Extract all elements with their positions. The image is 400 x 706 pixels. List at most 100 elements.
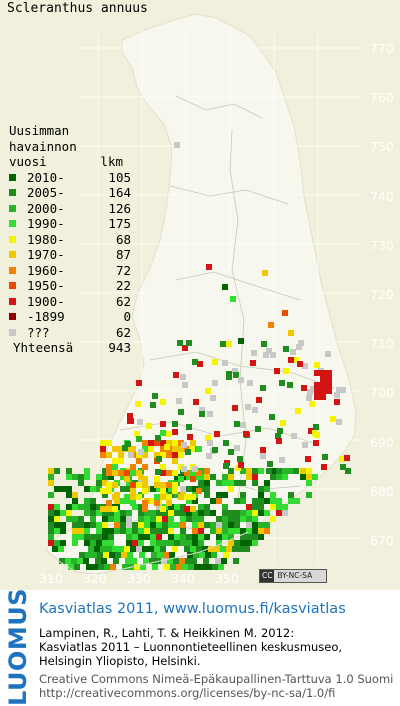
observation-cell — [180, 510, 186, 516]
observation-cell — [252, 407, 258, 413]
observation-cell — [232, 405, 238, 411]
coastline — [45, 531, 249, 575]
observation-cell — [166, 470, 172, 476]
observation-cell — [165, 431, 171, 437]
observation-cell — [288, 498, 294, 504]
observation-cell — [136, 494, 142, 500]
observation-cell — [118, 546, 124, 552]
legend-swatch — [9, 235, 16, 243]
observation-cell — [54, 510, 60, 516]
observation-cell — [154, 482, 160, 488]
observation-cell — [269, 414, 275, 420]
observation-cell — [130, 494, 136, 500]
observation-cell — [258, 492, 264, 498]
observation-cell — [205, 435, 211, 441]
observation-cell — [214, 546, 220, 552]
observation-cell — [223, 552, 229, 558]
observation-cell — [126, 498, 132, 504]
observation-cell — [157, 552, 163, 558]
observation-cell — [276, 438, 282, 444]
observation-cell — [228, 449, 234, 455]
observation-cell — [172, 446, 178, 452]
observation-cell — [247, 380, 253, 386]
kasviatlas-link[interactable]: Kasviatlas 2011, www.luomus.fi/kasviatla… — [39, 601, 346, 617]
observation-cell — [108, 474, 114, 480]
observation-cell — [160, 488, 166, 494]
observation-cell — [162, 516, 168, 522]
observation-cell — [344, 455, 350, 461]
observation-cell — [108, 516, 114, 522]
observation-cell — [114, 528, 120, 534]
observation-cell — [160, 494, 166, 500]
observation-cell — [54, 516, 60, 522]
observation-cell — [154, 500, 160, 506]
easting-label: 350 — [215, 571, 239, 586]
observation-cell — [176, 398, 182, 404]
legend-year-label: 2010- — [27, 169, 65, 185]
observation-cell — [276, 510, 282, 516]
observation-cell — [233, 372, 239, 378]
observation-cell — [198, 540, 204, 546]
observation-cell — [196, 488, 202, 494]
observation-cell — [152, 564, 158, 570]
observation-cell — [270, 492, 276, 498]
observation-cell — [186, 516, 192, 522]
cc-license-badge[interactable]: CC BY-NC-SA — [259, 569, 327, 583]
observation-cell — [223, 440, 229, 446]
observation-cell — [186, 474, 192, 480]
observation-cell — [187, 552, 193, 558]
observation-cell — [204, 474, 210, 480]
northing-label: 720 — [370, 287, 394, 302]
observation-cell — [266, 348, 272, 354]
license-line-2[interactable]: http://creativecommons.org/licenses/by-n… — [39, 686, 336, 700]
observation-cell — [88, 546, 94, 552]
observation-cell — [148, 440, 154, 446]
observation-cell — [222, 504, 228, 510]
observation-cell — [108, 528, 114, 534]
observation-cell — [102, 468, 108, 474]
observation-cell — [206, 453, 212, 459]
observation-cell — [144, 522, 150, 528]
observation-cell — [144, 528, 150, 534]
legend-count: 62 — [115, 293, 131, 309]
observation-cell — [125, 441, 131, 447]
observation-cell — [84, 498, 90, 504]
observation-cell — [98, 564, 104, 570]
observation-cell — [216, 480, 222, 486]
observation-cell — [198, 516, 204, 522]
observation-cell — [126, 480, 132, 486]
observation-cell — [320, 376, 326, 382]
observation-cell — [184, 506, 190, 512]
observation-cell — [336, 387, 342, 393]
observation-cell — [118, 470, 124, 476]
northing-label: 680 — [370, 483, 394, 499]
observation-cell — [130, 470, 136, 476]
observation-cell — [90, 486, 96, 492]
cc-icon: CC — [260, 570, 275, 582]
legend-year-header: vuosi — [9, 154, 47, 169]
observation-cell — [126, 540, 132, 546]
observation-cell — [48, 528, 54, 534]
observation-cell — [198, 480, 204, 486]
observation-cell — [186, 340, 192, 346]
observation-cell — [243, 431, 249, 437]
observation-cell — [95, 558, 101, 564]
observation-cell — [199, 552, 205, 558]
observation-cell — [270, 516, 276, 522]
observation-cell — [302, 363, 308, 369]
legend-row: 1960- 72 — [9, 263, 131, 279]
observation-cell — [66, 468, 72, 474]
observation-cell — [326, 382, 332, 388]
observation-cell — [142, 446, 148, 452]
observation-cell — [190, 546, 196, 552]
observation-cell — [168, 510, 174, 516]
observation-cell — [240, 540, 246, 546]
observation-cell — [121, 552, 127, 558]
observation-cell — [167, 558, 173, 564]
observation-cell — [240, 534, 246, 540]
observation-cell — [156, 516, 162, 522]
observation-cell — [48, 540, 54, 546]
observation-cell — [154, 494, 160, 500]
observation-cell — [102, 516, 108, 522]
observation-cell — [84, 474, 90, 480]
